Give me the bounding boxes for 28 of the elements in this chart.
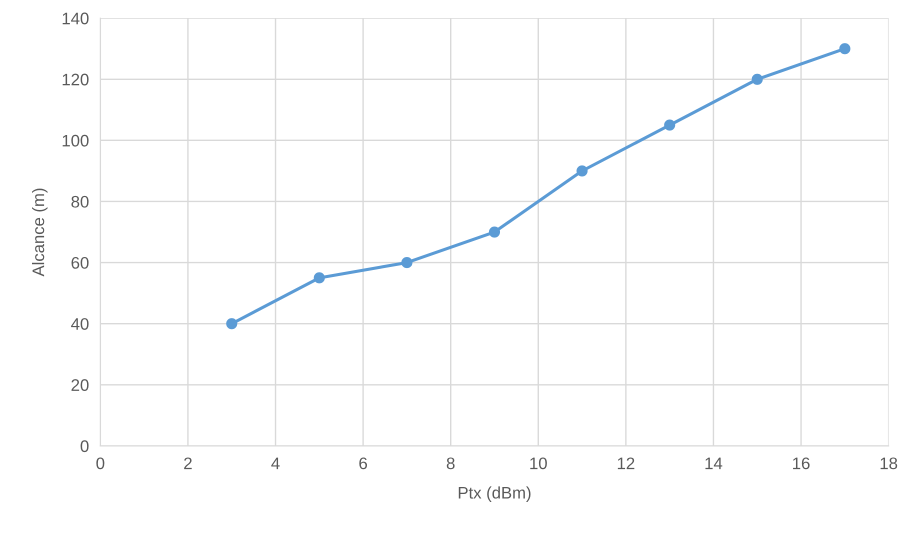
point — [752, 74, 763, 85]
y-tick-label: 120 — [62, 74, 89, 86]
y-tick-label: 20 — [72, 379, 89, 391]
x-tick-label: 8 — [446, 457, 455, 470]
point — [226, 318, 238, 330]
point — [576, 165, 588, 176]
y-tick-label: 140 — [62, 12, 89, 24]
y-tick-label: 0 — [80, 440, 89, 452]
y-tick-label: 60 — [72, 256, 89, 269]
point — [839, 43, 850, 54]
x-tick-label: 14 — [705, 458, 722, 470]
y-tick-label: 100 — [62, 134, 89, 147]
y-tick-label: 40 — [71, 318, 89, 330]
x-tick-label: 4 — [271, 458, 280, 470]
x-tick-label: 0 — [96, 457, 104, 470]
x-tick-label: 16 — [793, 457, 810, 470]
y-axis-title: Alcance (m) — [32, 188, 48, 276]
x-tick-label: 2 — [184, 457, 192, 470]
point — [401, 257, 412, 268]
point — [664, 120, 676, 131]
x-axis-title: Ptx (dBm) — [458, 486, 530, 502]
point — [314, 272, 325, 284]
x-tick-label: 10 — [530, 457, 547, 470]
x-tick-label: 12 — [618, 457, 634, 470]
x-tick-label: 6 — [359, 457, 368, 470]
point — [488, 226, 500, 238]
x-tick-label: 18 — [880, 457, 898, 470]
y-tick-label: 80 — [71, 196, 89, 208]
